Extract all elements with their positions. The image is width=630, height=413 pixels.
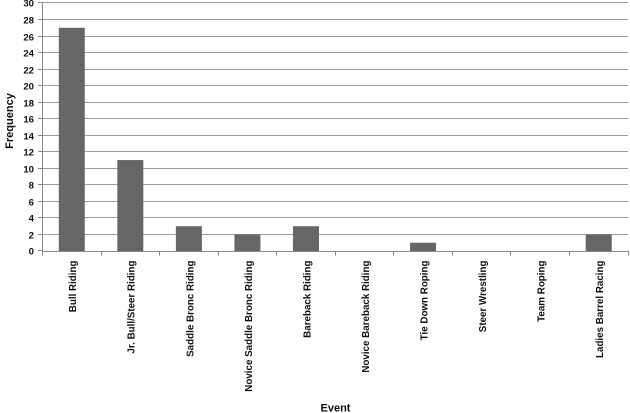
svg-text:4: 4 xyxy=(29,214,35,225)
svg-text:Team Roping: Team Roping xyxy=(537,260,548,321)
svg-text:Novice Bareback Riding: Novice Bareback Riding xyxy=(361,260,372,372)
svg-text:Bareback Riding: Bareback Riding xyxy=(302,260,313,337)
svg-text:18: 18 xyxy=(23,99,34,110)
svg-text:30: 30 xyxy=(23,0,34,10)
svg-text:Event: Event xyxy=(321,403,351,413)
svg-text:Frequency: Frequency xyxy=(4,92,16,149)
svg-text:24: 24 xyxy=(23,49,34,60)
svg-text:Novice Saddle Bronc Riding: Novice Saddle Bronc Riding xyxy=(244,260,255,391)
svg-text:14: 14 xyxy=(23,132,34,143)
svg-text:0: 0 xyxy=(29,247,34,258)
svg-text:26: 26 xyxy=(23,33,34,44)
svg-text:22: 22 xyxy=(23,66,34,77)
svg-text:Ladies Barrel Racing: Ladies Barrel Racing xyxy=(595,260,606,357)
svg-text:Saddle Bronc Riding: Saddle Bronc Riding xyxy=(185,260,196,356)
svg-text:28: 28 xyxy=(23,16,34,27)
svg-text:Jr. Bull/Steer Riding: Jr. Bull/Steer Riding xyxy=(127,260,138,353)
svg-text:Tie Down Roping: Tie Down Roping xyxy=(419,260,430,340)
svg-text:20: 20 xyxy=(23,82,34,93)
svg-text:2: 2 xyxy=(29,231,34,242)
svg-text:Steer Wrestling: Steer Wrestling xyxy=(478,260,489,332)
svg-text:Bull Riding: Bull Riding xyxy=(68,260,79,312)
svg-text:8: 8 xyxy=(29,181,35,192)
svg-text:12: 12 xyxy=(23,148,34,159)
svg-text:10: 10 xyxy=(23,165,34,176)
svg-text:6: 6 xyxy=(29,198,34,209)
svg-text:16: 16 xyxy=(23,115,34,126)
